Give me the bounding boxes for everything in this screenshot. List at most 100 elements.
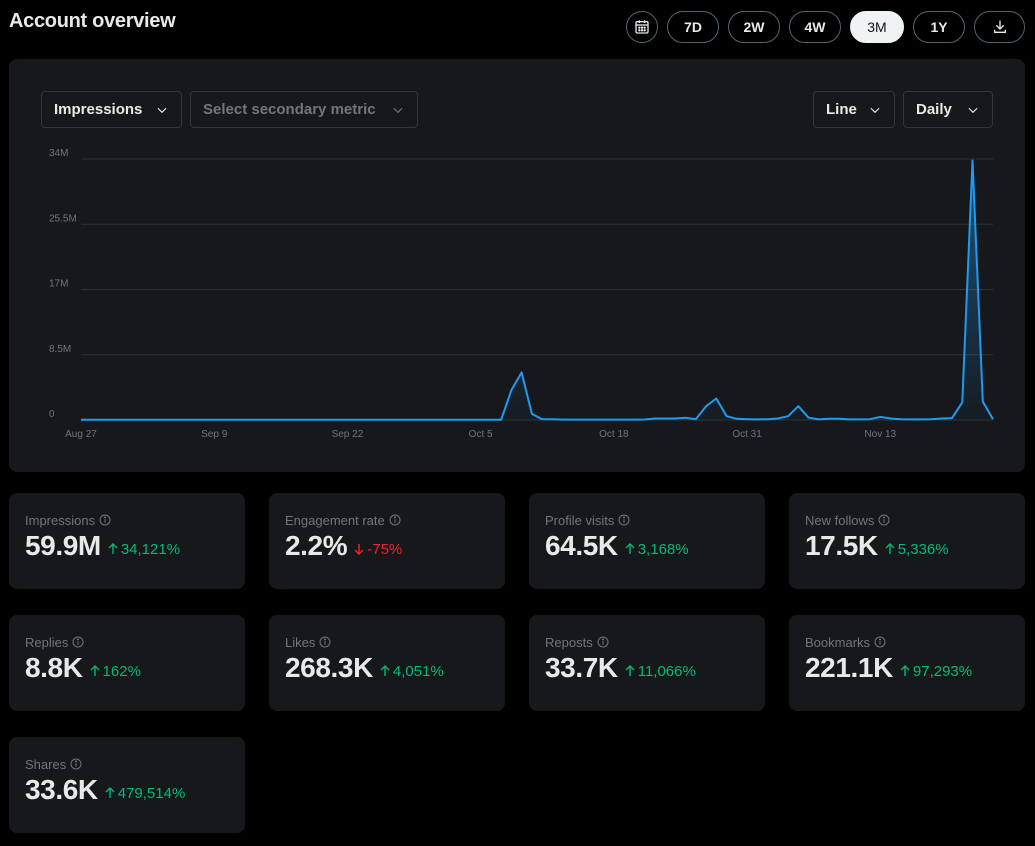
chart-type-label: Line [826, 101, 857, 118]
stat-change-value: 97,293% [912, 662, 973, 680]
arrow-up-icon [105, 787, 115, 798]
date-range-bar: 7D 2W 4W 3M 1Y [626, 11, 1025, 43]
stat-value: 8.8K [25, 652, 83, 683]
stat-change: 162% [90, 663, 141, 680]
arrow-up-icon [885, 543, 895, 554]
stat-label-row: New follows [805, 512, 1009, 528]
stat-change-value: 3,168% [637, 540, 689, 558]
info-icon[interactable] [72, 636, 84, 648]
arrow-down-icon [354, 544, 364, 555]
secondary-metric-select[interactable]: Select secondary metric [190, 91, 418, 128]
stat-change: 34,121% [108, 541, 180, 558]
info-icon[interactable] [319, 636, 331, 648]
range-7d-button[interactable]: 7D [667, 11, 719, 43]
chart-card: Impressions Select secondary metric Line… [9, 59, 1025, 472]
stat-card[interactable]: New follows 17.5K 5,336% [789, 493, 1025, 589]
x-tick-label: Aug 27 [65, 429, 97, 440]
x-tick-label: Oct 5 [469, 429, 493, 440]
chevron-down-icon [968, 107, 978, 113]
x-tick-label: Sep 9 [201, 429, 228, 440]
stat-label: Replies [25, 634, 69, 650]
interval-select[interactable]: Daily [903, 91, 993, 128]
stat-value: 59.9M [25, 530, 101, 561]
y-tick-label: 8.5M [49, 344, 71, 355]
stat-change: 97,293% [900, 663, 972, 680]
info-icon[interactable] [70, 758, 82, 770]
stat-change: 3,168% [625, 541, 689, 558]
range-2w-button[interactable]: 2W [728, 11, 780, 43]
stat-label-row: Engagement rate [285, 512, 489, 528]
calendar-button[interactable] [626, 11, 658, 43]
stat-value: 17.5K [805, 530, 878, 561]
download-button[interactable] [974, 11, 1025, 43]
stat-label-row: Shares [25, 756, 229, 772]
arrow-up-icon [108, 543, 118, 554]
stat-card[interactable]: Shares 33.6K 479,514% [9, 737, 245, 833]
arrow-up-icon [900, 665, 910, 676]
stat-change-value: 34,121% [120, 540, 181, 558]
chart-type-select[interactable]: Line [813, 91, 895, 128]
y-tick-label: 25.5M [49, 213, 77, 224]
stat-card[interactable]: Engagement rate 2.2% -75% [269, 493, 505, 589]
stat-value-row: 2.2% -75% [285, 530, 489, 562]
y-tick-label: 17M [49, 279, 68, 290]
stat-value-row: 64.5K 3,168% [545, 530, 749, 562]
range-1y-button[interactable]: 1Y [913, 11, 965, 43]
info-icon[interactable] [597, 636, 609, 648]
secondary-metric-placeholder: Select secondary metric [203, 101, 376, 118]
info-icon[interactable] [389, 514, 401, 526]
stat-value-row: 17.5K 5,336% [805, 530, 1009, 562]
range-3m-button[interactable]: 3M [850, 11, 904, 43]
chevron-down-icon [393, 107, 403, 113]
impressions-chart[interactable]: 0 8.5M 17M 25.5M 34M Aug 27 Sep 9 Sep 22 Oct 5 Oc… [9, 59, 1025, 472]
info-icon[interactable] [874, 636, 886, 648]
stat-label: Reposts [545, 634, 593, 650]
stat-card[interactable]: Replies 8.8K 162% [9, 615, 245, 711]
stat-change-value: 5,336% [897, 540, 949, 558]
info-icon[interactable] [99, 514, 111, 526]
chevron-down-icon [157, 107, 167, 113]
stat-change-value: 162% [102, 662, 141, 680]
calendar-icon [635, 20, 649, 34]
arrow-up-icon [90, 665, 100, 676]
y-tick-label: 34M [49, 148, 68, 159]
stat-value-row: 33.6K 479,514% [25, 774, 229, 806]
stat-label: Profile visits [545, 512, 615, 528]
x-tick-label: Nov 13 [864, 429, 896, 440]
stat-label-row: Likes [285, 634, 489, 650]
stat-label-row: Impressions [25, 512, 229, 528]
stat-change-value: -75% [367, 540, 403, 558]
stat-change: 479,514% [105, 785, 185, 802]
stat-label-row: Replies [25, 634, 229, 650]
arrow-up-icon [380, 665, 390, 676]
impressions-line[interactable] [81, 159, 994, 421]
stat-label: Engagement rate [285, 512, 385, 528]
metric-select[interactable]: Impressions [41, 91, 182, 128]
range-4w-button[interactable]: 4W [789, 11, 841, 43]
stat-value-row: 8.8K 162% [25, 652, 229, 684]
stat-value: 33.6K [25, 774, 98, 805]
stat-card[interactable]: Impressions 59.9M 34,121% [9, 493, 245, 589]
stat-value: 33.7K [545, 652, 618, 683]
stat-label: New follows [805, 512, 875, 528]
stat-value-row: 59.9M 34,121% [25, 530, 229, 562]
stat-change: -75% [354, 541, 402, 558]
stat-card[interactable]: Profile visits 64.5K 3,168% [529, 493, 765, 589]
stat-value: 64.5K [545, 530, 618, 561]
x-tick-label: Sep 22 [332, 429, 364, 440]
info-icon[interactable] [618, 514, 630, 526]
x-tick-label: Oct 31 [732, 429, 762, 440]
page-title: Account overview [9, 10, 176, 32]
arrow-up-icon [625, 665, 635, 676]
chevron-down-icon [870, 107, 880, 113]
stat-label: Bookmarks [805, 634, 871, 650]
stat-value-row: 33.7K 11,066% [545, 652, 749, 684]
info-icon[interactable] [878, 514, 890, 526]
stat-card[interactable]: Bookmarks 221.1K 97,293% [789, 615, 1025, 711]
stat-value-row: 221.1K 97,293% [805, 652, 1009, 684]
stat-value: 268.3K [285, 652, 373, 683]
stat-value: 2.2% [285, 530, 348, 561]
arrow-up-icon [625, 543, 635, 554]
stat-card[interactable]: Likes 268.3K 4,051% [269, 615, 505, 711]
stat-card[interactable]: Reposts 33.7K 11,066% [529, 615, 765, 711]
